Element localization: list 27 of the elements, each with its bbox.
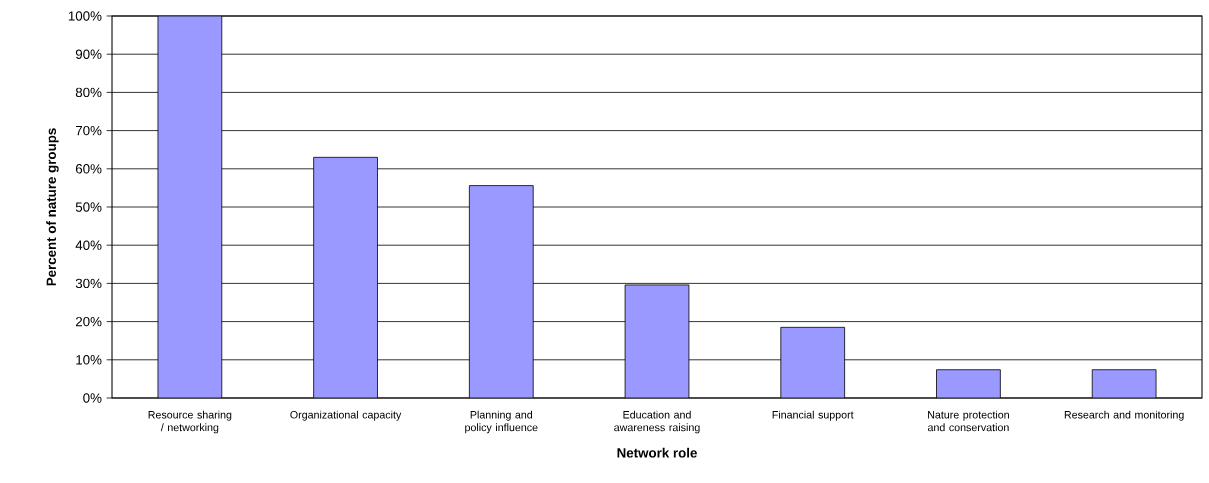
x-tick-label: Education and awareness raising: [614, 410, 700, 434]
y-tick-label: 10%: [76, 355, 102, 365]
bar: [313, 156, 378, 398]
y-tick-label: 30%: [75, 278, 102, 289]
y-tick-label: 50%: [75, 202, 102, 212]
x-axis-title: Network role: [617, 447, 697, 458]
bar: [1091, 369, 1157, 398]
y-tick-label: 80%: [75, 87, 102, 98]
bar: [468, 185, 534, 398]
y-tick-label: 90%: [75, 49, 102, 59]
x-tick-label: Organizational capacity: [290, 410, 402, 421]
x-tick-label: Planning and policy influence: [465, 410, 538, 434]
x-tick-label: Resource sharing / networking: [148, 410, 232, 434]
y-tick-label: 20%: [75, 316, 102, 327]
bar: [936, 369, 1001, 398]
x-tick-label: Nature protection and conservation: [927, 410, 1009, 432]
x-tick-label: Financial support: [772, 410, 854, 421]
y-tick-label: 100%: [68, 11, 102, 21]
y-tick-label: 70%: [75, 125, 102, 136]
y-tick-label: 40%: [75, 240, 102, 250]
y-axis-title: Percent of nature groups: [46, 128, 59, 286]
y-tick-label: 60%: [75, 164, 102, 174]
x-tick-label: Research and monitoring: [1064, 410, 1184, 421]
bar: [780, 326, 846, 398]
bar: [157, 16, 223, 398]
bar: [624, 284, 690, 398]
y-tick-label: 0%: [83, 393, 102, 403]
